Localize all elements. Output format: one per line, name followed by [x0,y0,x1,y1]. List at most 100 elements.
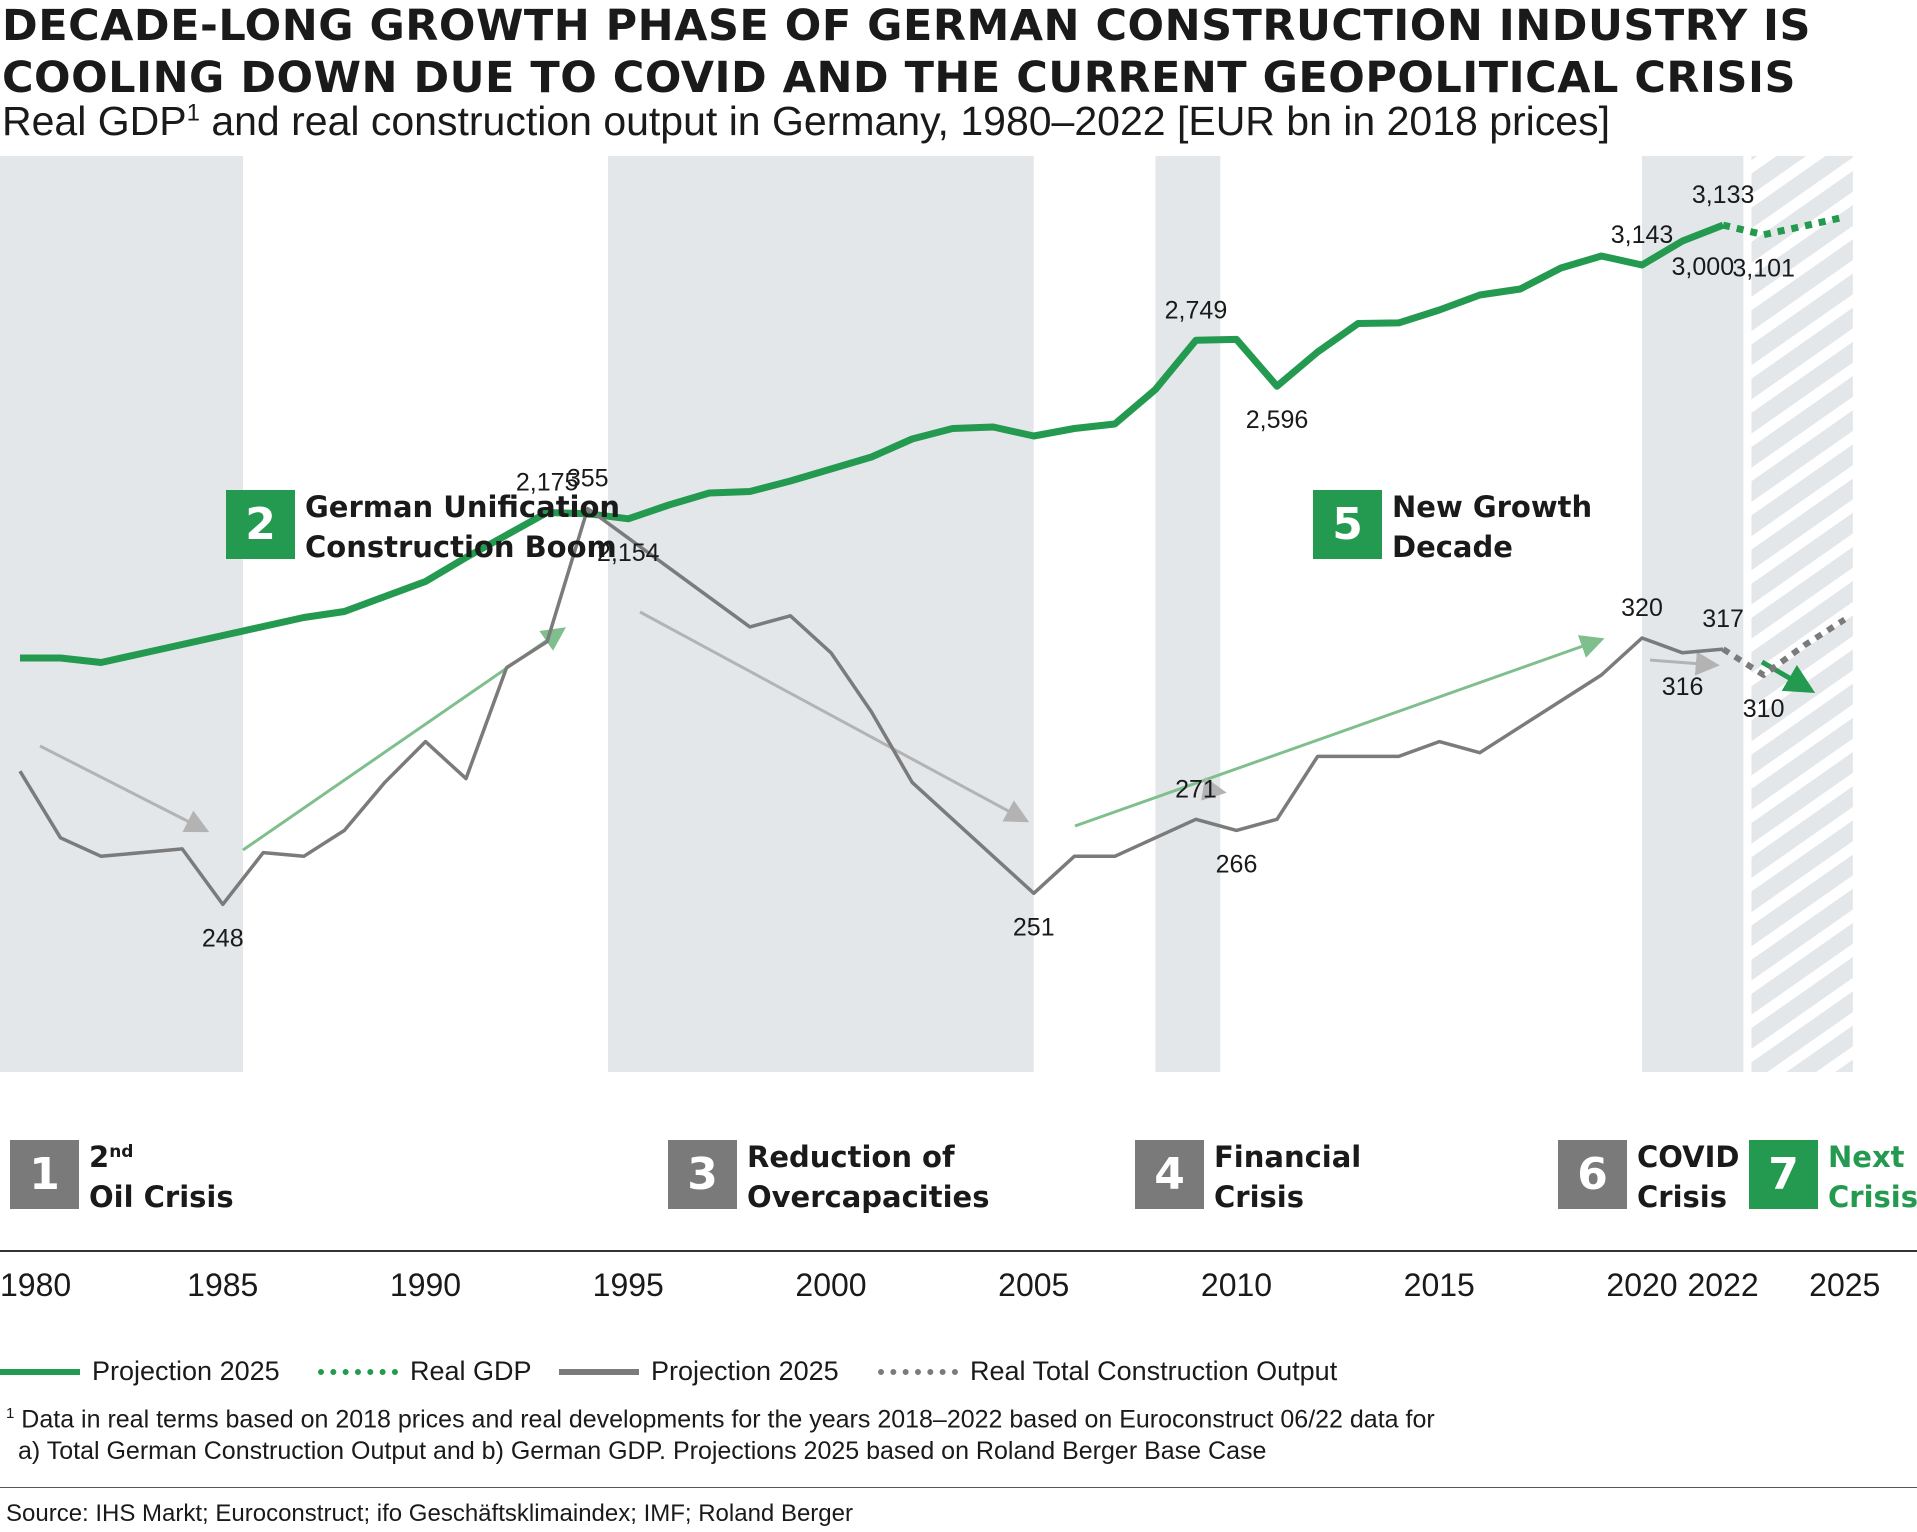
value-label-construction-15: 317 [1702,605,1744,633]
phase-5: 5 New Growth Decade [1313,490,1592,564]
footnote-text-1: Data in real terms based on 2018 prices … [14,1405,1435,1434]
trend-arrow-down-overcapacity [639,610,1030,823]
value-label-construction-8: 248 [202,924,244,952]
value-label-construction-11: 271 [1175,775,1217,803]
legend-label: Projection 2025 [92,1356,280,1386]
x-tick-label-2010: 2010 [1201,1267,1272,1303]
x-axis: 1980 1985 1990 1995 2000 2005 2010 2015 2020 2022… [0,1250,1917,1303]
phase-number: 3 [687,1149,718,1200]
value-label-gdp-2: 2,749 [1165,296,1228,324]
legend-item-real-gdp: Real GDP [318,1356,532,1387]
phase-label-line-1: Reduction of [747,1140,955,1174]
phase-number: 6 [1577,1149,1608,1200]
value-label-construction-10: 251 [1013,913,1055,941]
trend-arrows [39,610,1816,852]
phase-2: 2 German Unification Construction Boom [226,490,620,564]
phase-label-line-2: Crisis [1637,1180,1727,1214]
trend-arrow-small-2020 [1649,651,1720,676]
phase-number-box [10,1140,79,1209]
legend-label: Real Total Construction Output [970,1356,1338,1386]
phase-3: 3 Reduction of Overcapacities [668,1140,989,1214]
phase-4: 4 Financial Crisis [1135,1140,1361,1214]
divider [0,1487,1917,1488]
legend-item-construction-projection: Projection 2025 [559,1356,839,1387]
construction-projection-line [1721,616,1847,678]
phase-number: 4 [1154,1149,1185,1200]
phase-number: 1 [29,1149,60,1200]
phase-label-line-1: Next [1828,1140,1905,1174]
source-note: Source: IHS Markt; Euroconstruct; ifo Ge… [6,1500,853,1527]
gdp-line [20,221,1725,666]
value-labels: 2,175 2,154 2,749 2,596 3,143 3,000 3,133 3,101… [202,181,1795,952]
phase-band-4 [1155,156,1221,1072]
value-label-gdp-3: 2,596 [1246,406,1309,434]
title-line-2: COOLING DOWN DUE TO COVID AND THE CURREN… [2,53,1796,103]
value-label-construction-13: 320 [1621,594,1663,622]
x-tick-label-1985: 1985 [187,1267,258,1303]
value-label-gdp-4: 3,143 [1611,221,1674,249]
phase-label-line-2: Construction Boom [305,530,617,564]
value-label-gdp-6: 3,133 [1692,181,1755,209]
phase-number: 2 [245,499,276,550]
footnote-line-1: 1 Data in real terms based on 2018 price… [6,1398,1435,1435]
phase-label-line-2: Crisis? [1828,1180,1917,1214]
x-tick-label-1990: 1990 [390,1267,461,1303]
phase-shading [0,156,1853,1072]
trend-arrow-up-growth [1074,635,1605,828]
phase-band-3 [607,156,1034,1072]
footnote: 1 Data in real terms based on 2018 price… [6,1398,1435,1467]
legend-swatch [559,1368,639,1375]
chart-subtitle: Real GDP1 and real construction output i… [2,98,1610,145]
subtitle-footnote-mark: 1 [186,99,200,127]
x-tick-label-2000: 2000 [795,1267,866,1303]
phase-boxes: 1 2nd Oil Crisis 2 German Unification Constru… [10,490,1917,1214]
phase-number-box [1749,1140,1818,1209]
phase-band-1 [0,156,244,1072]
value-label-construction-14: 316 [1662,673,1704,701]
phase-number-box [1558,1140,1627,1209]
x-tick-label-2015: 2015 [1404,1267,1475,1303]
value-label-construction-16: 310 [1743,695,1785,723]
x-tick-label-2025: 2025 [1809,1267,1880,1303]
phase-label-line-1: 2nd [89,1140,133,1174]
line-chart: 2,175 2,154 2,749 2,596 3,143 3,000 3,133 3,101… [0,156,1917,1303]
x-tick-label-2005: 2005 [998,1267,1069,1303]
phase-number-box [1135,1140,1204,1209]
legend-item-real-construction-output: Real Total Construction Output [878,1356,1337,1387]
value-label-gdp-7: 3,101 [1732,255,1795,283]
phase-7: 7 Next Crisis? [1749,1140,1917,1214]
phase-label-line-1: German Unification [305,490,620,524]
legend-swatch [318,1368,398,1375]
phase-label-line-1: Financial [1214,1140,1361,1174]
value-label-gdp-0: 2,175 [516,469,579,497]
trend-arrow-small-2009 [1201,777,1227,801]
subtitle-text-pre: Real GDP [2,98,187,144]
gdp-projection-line [1722,213,1846,239]
chart-title: DECADE-LONG GROWTH PHASE OF GERMAN CONST… [2,0,1811,104]
legend-swatch [0,1368,80,1375]
phase-label-line-1: New Growth [1392,490,1592,524]
subtitle-text-post: and real construction output in Germany,… [199,98,1610,144]
value-label-construction-12: 266 [1216,850,1258,878]
x-tick-label-1980: 1980 [0,1267,71,1303]
phase-label-line-1: COVID [1637,1140,1739,1174]
series-lines [18,213,1847,907]
legend-swatch [878,1368,958,1375]
phase-label-line-2: Oil Crisis [89,1180,234,1214]
legend-label: Real GDP [410,1356,532,1386]
phase-label-line-2: Crisis [1214,1180,1304,1214]
phase-label-line-2: Decade [1392,530,1513,564]
trend-arrow-down-1980s [39,744,210,833]
phase-label-line-2: Overcapacities [747,1180,989,1214]
title-line-1: DECADE-LONG GROWTH PHASE OF GERMAN CONST… [2,1,1812,51]
construction-line [18,506,1724,907]
x-tick-label-2020: 2020 [1606,1267,1677,1303]
x-tick-label-2022: 2022 [1688,1267,1759,1303]
footnote-line-2: a) Total German Construction Output and … [18,1437,1267,1466]
phase-number: 5 [1332,499,1363,550]
value-label-construction-9: 355 [567,465,609,493]
phase-number-box [668,1140,737,1209]
phase-number-box [226,490,295,559]
phase-band-6 [1642,156,1744,1072]
footnote-mark: 1 [6,1405,15,1422]
